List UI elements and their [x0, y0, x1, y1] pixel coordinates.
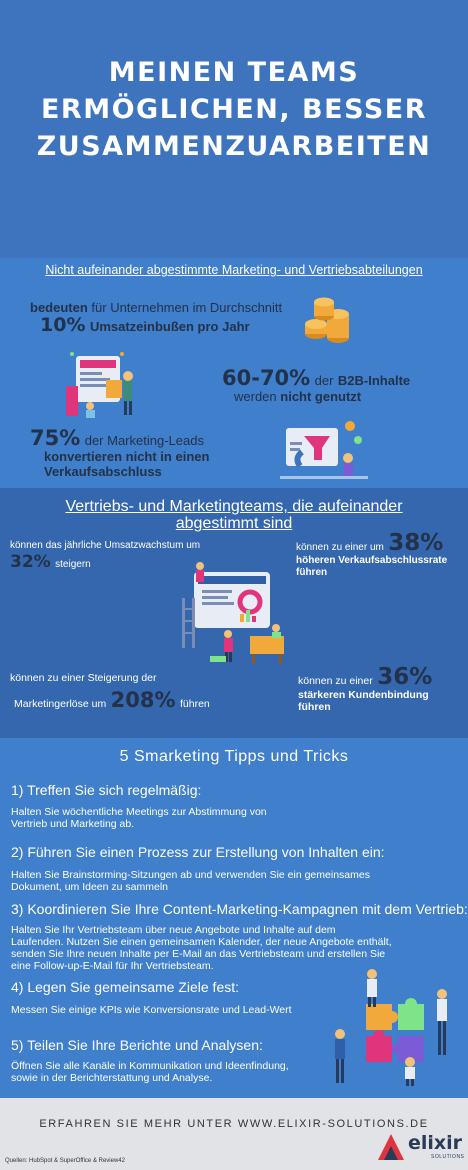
stat-32-percent: 32% steigern [10, 552, 91, 572]
stat-10-percent-line2: 10% Umsatzeinbußen pro Jahr [40, 314, 250, 336]
tips-heading: 5 Smarketing Tipps und Tricks [119, 748, 349, 765]
stat-32-percent-text: können das jährliche Umsatzwachstum um [10, 540, 201, 551]
aligned-section: Vertriebs- und Marketingteams, die aufei… [0, 488, 468, 738]
website-cta-link[interactable]: ERFAHREN SIE MEHR UNTER WWW.ELIXIR-SOLUT… [39, 1118, 429, 1130]
stat-36-percent: können zu einer 36% [298, 664, 433, 690]
tip-5-body: Öffnen Sie alle Kanäle in Kommunikation … [11, 1060, 289, 1084]
misaligned-section: Nicht aufeinander abgestimmte Marketing-… [0, 258, 468, 488]
stat-75-percent-detail: konvertieren nicht in einen Verkaufsabsc… [44, 449, 210, 479]
coins-icon [305, 297, 349, 343]
misaligned-heading: Nicht aufeinander abgestimmte Marketing-… [45, 263, 423, 277]
stat-38-percent: können zu einer um 38% [296, 530, 444, 556]
stat-208-percent-text: können zu einer Steigerung der [10, 672, 157, 684]
footer: ERFAHREN SIE MEHR UNTER WWW.ELIXIR-SOLUT… [0, 1098, 468, 1170]
elixir-logo-icon [378, 1134, 404, 1160]
stat-208-percent: Marketingerlöse um 208% führen [14, 688, 210, 712]
tip-2-title: 2) Führen Sie einen Prozess zur Erstellu… [11, 844, 385, 860]
sources-note: Quellen: HubSpot & SuperOffice & Review4… [5, 1158, 125, 1164]
stat-75-percent: 75% der Marketing-Leads [30, 426, 204, 450]
tip-5-title: 5) Teilen Sie Ihre Berichte und Analysen… [11, 1037, 263, 1053]
stat-10-percent: bedeuten für Unternehmen im Durchschnitt [30, 300, 283, 315]
marketing-funnel-illustration [280, 421, 368, 479]
content-screen-illustration [66, 352, 133, 418]
logo-subtitle: SOLUTIONS [431, 1154, 465, 1160]
tip-2-body: Halten Sie Brainstorming-Sitzungen ab un… [11, 869, 370, 893]
stat-60-70-percent: 60-70% der B2B-Inhalte [222, 366, 411, 390]
page-title: MEINEN TEAMS ERMÖGLICHEN, BESSER ZUSAMME… [36, 57, 432, 162]
stat-60-70-percent-line2: werden nicht genutzt [234, 389, 362, 404]
tip-4-title: 4) Legen Sie gemeinsame Ziele fest: [11, 979, 240, 995]
tip-1-body: Halten Sie wöchentliche Meetings zur Abs… [11, 806, 267, 830]
tips-section: 5 Smarketing Tipps und Tricks 1) Treffen… [0, 738, 468, 1098]
team-dashboard-illustration [182, 562, 284, 664]
elixir-logo: elixir SOLUTIONS [376, 1132, 464, 1164]
aligned-heading: Vertriebs- und Marketingteams, die aufei… [65, 498, 403, 532]
hero-header: MEINEN TEAMS ERMÖGLICHEN, BESSER ZUSAMME… [0, 0, 468, 258]
tip-4-body: Messen Sie einige KPIs wie Konversionsra… [11, 1004, 292, 1016]
stat-36-percent-detail: stärkeren Kundenbindung führen [298, 689, 429, 713]
stat-38-percent-detail: höheren Verkaufsabschlussrate führen [296, 555, 448, 578]
tip-3-body: Halten Sie Ihr Vertriebsteam über neue A… [11, 924, 392, 972]
logo-wordmark: elixir [408, 1132, 463, 1154]
tip-3-title: 3) Koordinieren Sie Ihre Content-Marketi… [11, 901, 468, 917]
tip-1-title: 1) Treffen Sie sich regelmäßig: [11, 782, 202, 798]
puzzle-team-illustration [335, 969, 447, 1086]
